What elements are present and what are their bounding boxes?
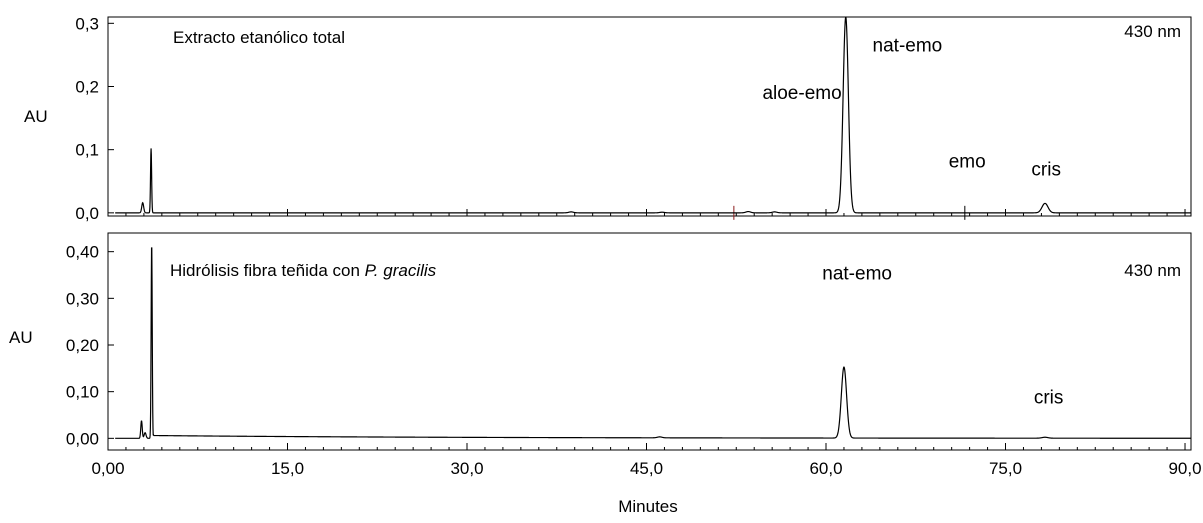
panel-2-ylabel: AU [9,328,33,347]
y-tick-label: 0,2 [75,77,99,96]
y-tick-label: 0,10 [66,383,99,402]
panel-1-y-axis: 0,0 0,1 0,2 0,3 [75,14,114,223]
y-tick-label: 0,1 [75,141,99,160]
y-tick-label: 0,30 [66,289,99,308]
panel-2-frame [107,232,1192,451]
x-tick-label: 45,0 [630,459,663,478]
y-tick-label: 0,0 [75,204,99,223]
x-tick-label: 15,0 [271,459,304,478]
panel-2-wavelength: 430 nm [1124,261,1181,280]
panel-2-title-italic: P. gracilis [365,261,437,280]
panel-extracto: AU Extracto etanólico total 430 nm 0,00,… [24,14,1192,223]
peak-label: cris [1031,160,1061,181]
y-tick-label: 0,20 [66,336,99,355]
peak-label: nat-emo [822,264,892,285]
y-tick-label: 0,00 [66,429,99,448]
panel-1-wavelength: 430 nm [1124,22,1181,41]
x-tick-label: 30,0 [450,459,483,478]
panel-hidrolisis: AU Hidrólisis fibra teñida con P. gracil… [9,232,1202,478]
x-tick-label: 90,0 [1168,459,1201,478]
panel-2-title-main: Hidrólisis fibra teñida con [170,261,365,280]
y-tick-label: 0,3 [75,14,99,33]
x-tick-label: 0,00 [91,459,124,478]
panel-2-annotations: nat-emo cris [822,264,1063,409]
x-axis-title: Minutes [618,497,678,516]
panel-1-x-axis [107,209,1186,216]
panel-1-annotations: aloe-emo nat-emo emo cris [762,36,1061,181]
peak-label: emo [949,151,986,172]
panel-1-trace [115,16,1191,214]
peak-label: nat-emo [873,36,943,57]
panel-1-title: Extracto etanólico total [173,28,345,47]
x-tick-label: 60,0 [809,459,842,478]
x-tick-label: 75,0 [989,459,1022,478]
peak-label: cris [1034,387,1064,408]
panel-2-title: Hidrólisis fibra teñida con P. gracilis [170,261,437,280]
panel-2-x-axis: 0,00 15,0 30,0 45,0 60,0 75,0 90,0 [91,443,1202,478]
peak-label: aloe-emo [762,83,841,104]
panel-1-frame [107,16,1192,217]
y-tick-label: 0,40 [66,243,99,262]
panel-1-ylabel: AU [24,107,48,126]
panel-2-trace [115,247,1191,439]
panel-2-y-axis: 0,00 0,10 0,20 0,30 0,40 [66,243,114,448]
